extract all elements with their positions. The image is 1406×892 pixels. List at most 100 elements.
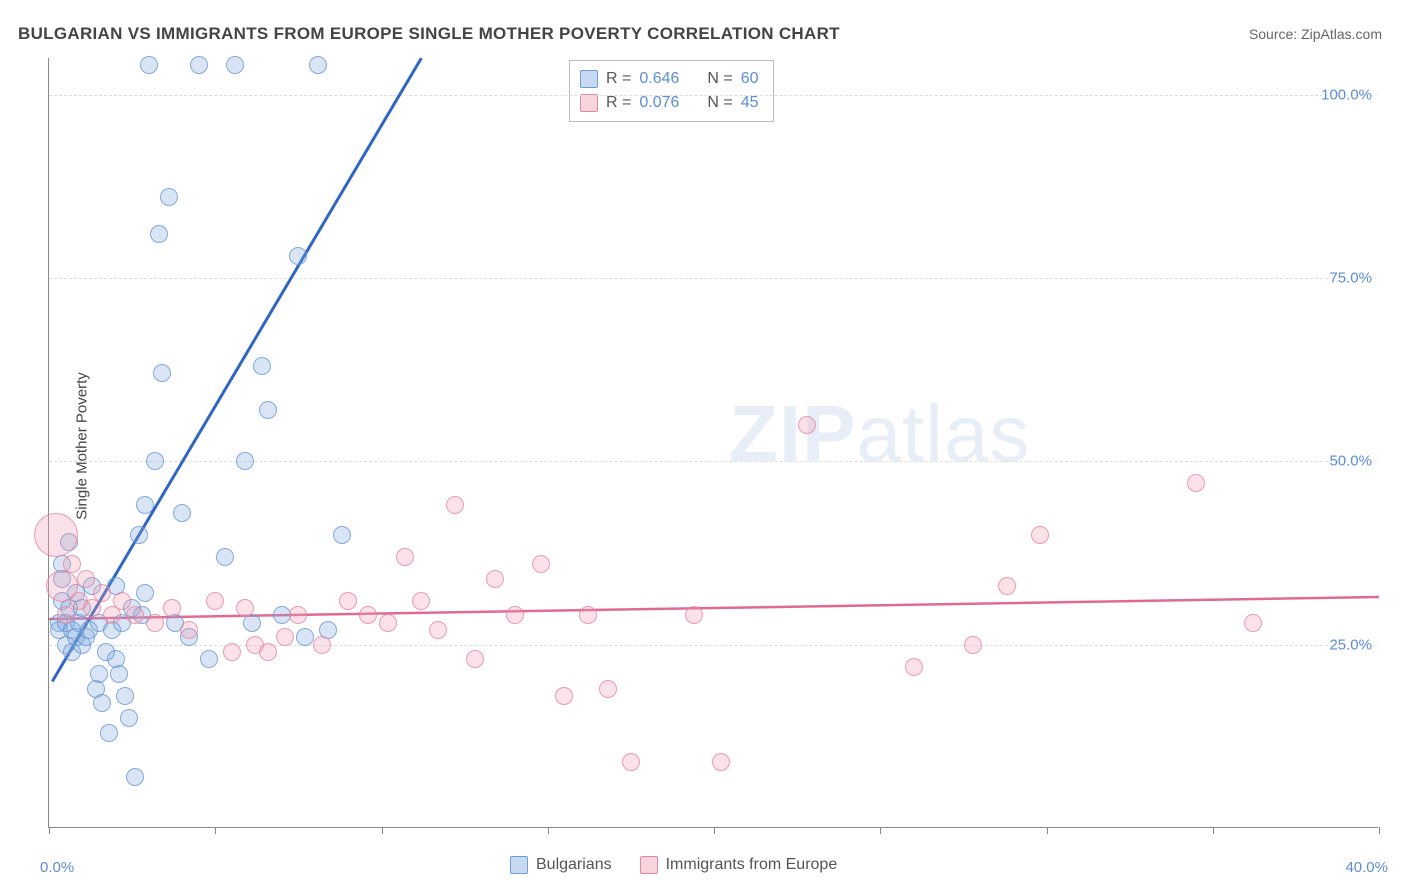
legend-item: Bulgarians (510, 856, 612, 874)
data-point (223, 643, 241, 661)
data-point (236, 599, 254, 617)
data-point (466, 650, 484, 668)
grid-line (49, 95, 1378, 96)
x-tick (1047, 827, 1048, 834)
series-legend: Bulgarians Immigrants from Europe (510, 856, 837, 874)
data-point (259, 643, 277, 661)
data-point (309, 56, 327, 74)
data-point (93, 584, 111, 602)
data-point (313, 636, 331, 654)
y-tick-label: 100.0% (1321, 86, 1380, 103)
data-point (579, 606, 597, 624)
data-point (1244, 614, 1262, 632)
data-point (712, 753, 730, 771)
data-point (236, 452, 254, 470)
data-point (333, 526, 351, 544)
data-point (1031, 526, 1049, 544)
data-point (1187, 474, 1205, 492)
data-point (289, 247, 307, 265)
data-point (412, 592, 430, 610)
r-value: 0.646 (639, 70, 679, 88)
x-tick (1213, 827, 1214, 834)
x-tick (49, 827, 50, 834)
legend-swatch (510, 856, 528, 874)
stats-legend-row: R = 0.646 N = 60 (580, 67, 759, 91)
data-point (163, 599, 181, 617)
data-point (798, 416, 816, 434)
stats-legend: R =0.646N =60R =0.076N =45 (569, 60, 774, 122)
data-point (296, 628, 314, 646)
legend-label: Immigrants from Europe (666, 856, 838, 874)
data-point (34, 513, 78, 557)
data-point (77, 570, 95, 588)
data-point (153, 364, 171, 382)
data-point (113, 592, 131, 610)
data-point (93, 694, 111, 712)
x-tick (1379, 827, 1380, 834)
data-point (226, 56, 244, 74)
data-point (555, 687, 573, 705)
data-point (63, 555, 81, 573)
source-link[interactable]: ZipAtlas.com (1301, 26, 1382, 42)
data-point (506, 606, 524, 624)
data-point (429, 621, 447, 639)
x-tick (880, 827, 881, 834)
grid-line (49, 278, 1378, 279)
data-point (289, 606, 307, 624)
legend-swatch (580, 70, 598, 88)
legend-item: Immigrants from Europe (640, 856, 838, 874)
data-point (446, 496, 464, 514)
data-point (216, 548, 234, 566)
data-point (140, 56, 158, 74)
y-tick-label: 75.0% (1329, 270, 1380, 287)
r-label: R = (606, 70, 631, 88)
n-label: N = (707, 70, 732, 88)
data-point (173, 504, 191, 522)
data-point (532, 555, 550, 573)
data-point (116, 687, 134, 705)
watermark-bold: ZIP (729, 389, 856, 478)
data-point (599, 680, 617, 698)
data-point (160, 188, 178, 206)
source-label: Source: (1249, 26, 1297, 42)
data-point (100, 724, 118, 742)
data-point (126, 768, 144, 786)
r-value: 0.076 (639, 94, 679, 112)
data-point (685, 606, 703, 624)
data-point (359, 606, 377, 624)
data-point (136, 584, 154, 602)
y-tick-label: 25.0% (1329, 636, 1380, 653)
legend-label: Bulgarians (536, 856, 612, 874)
data-point (396, 548, 414, 566)
data-point (57, 606, 75, 624)
r-label: R = (606, 94, 631, 112)
plot-area: ZIPatlas R =0.646N =60R =0.076N =45 25.0… (48, 58, 1378, 828)
data-point (146, 452, 164, 470)
data-point (180, 621, 198, 639)
n-value: 45 (741, 94, 759, 112)
x-tick (714, 827, 715, 834)
watermark-rest: atlas (856, 389, 1030, 478)
data-point (146, 614, 164, 632)
data-point (126, 606, 144, 624)
n-value: 60 (741, 70, 759, 88)
data-point (253, 357, 271, 375)
data-point (905, 658, 923, 676)
data-point (339, 592, 357, 610)
data-point (90, 665, 108, 683)
data-point (379, 614, 397, 632)
data-point (120, 709, 138, 727)
x-tick (548, 827, 549, 834)
data-point (136, 496, 154, 514)
data-point (276, 628, 294, 646)
y-tick-label: 50.0% (1329, 453, 1380, 470)
x-tick (215, 827, 216, 834)
x-tick (382, 827, 383, 834)
data-point (622, 753, 640, 771)
source-attribution: Source: ZipAtlas.com (1249, 26, 1382, 42)
chart-title: BULGARIAN VS IMMIGRANTS FROM EUROPE SING… (18, 24, 840, 44)
data-point (964, 636, 982, 654)
legend-swatch (580, 94, 598, 112)
data-point (130, 526, 148, 544)
data-point (190, 56, 208, 74)
